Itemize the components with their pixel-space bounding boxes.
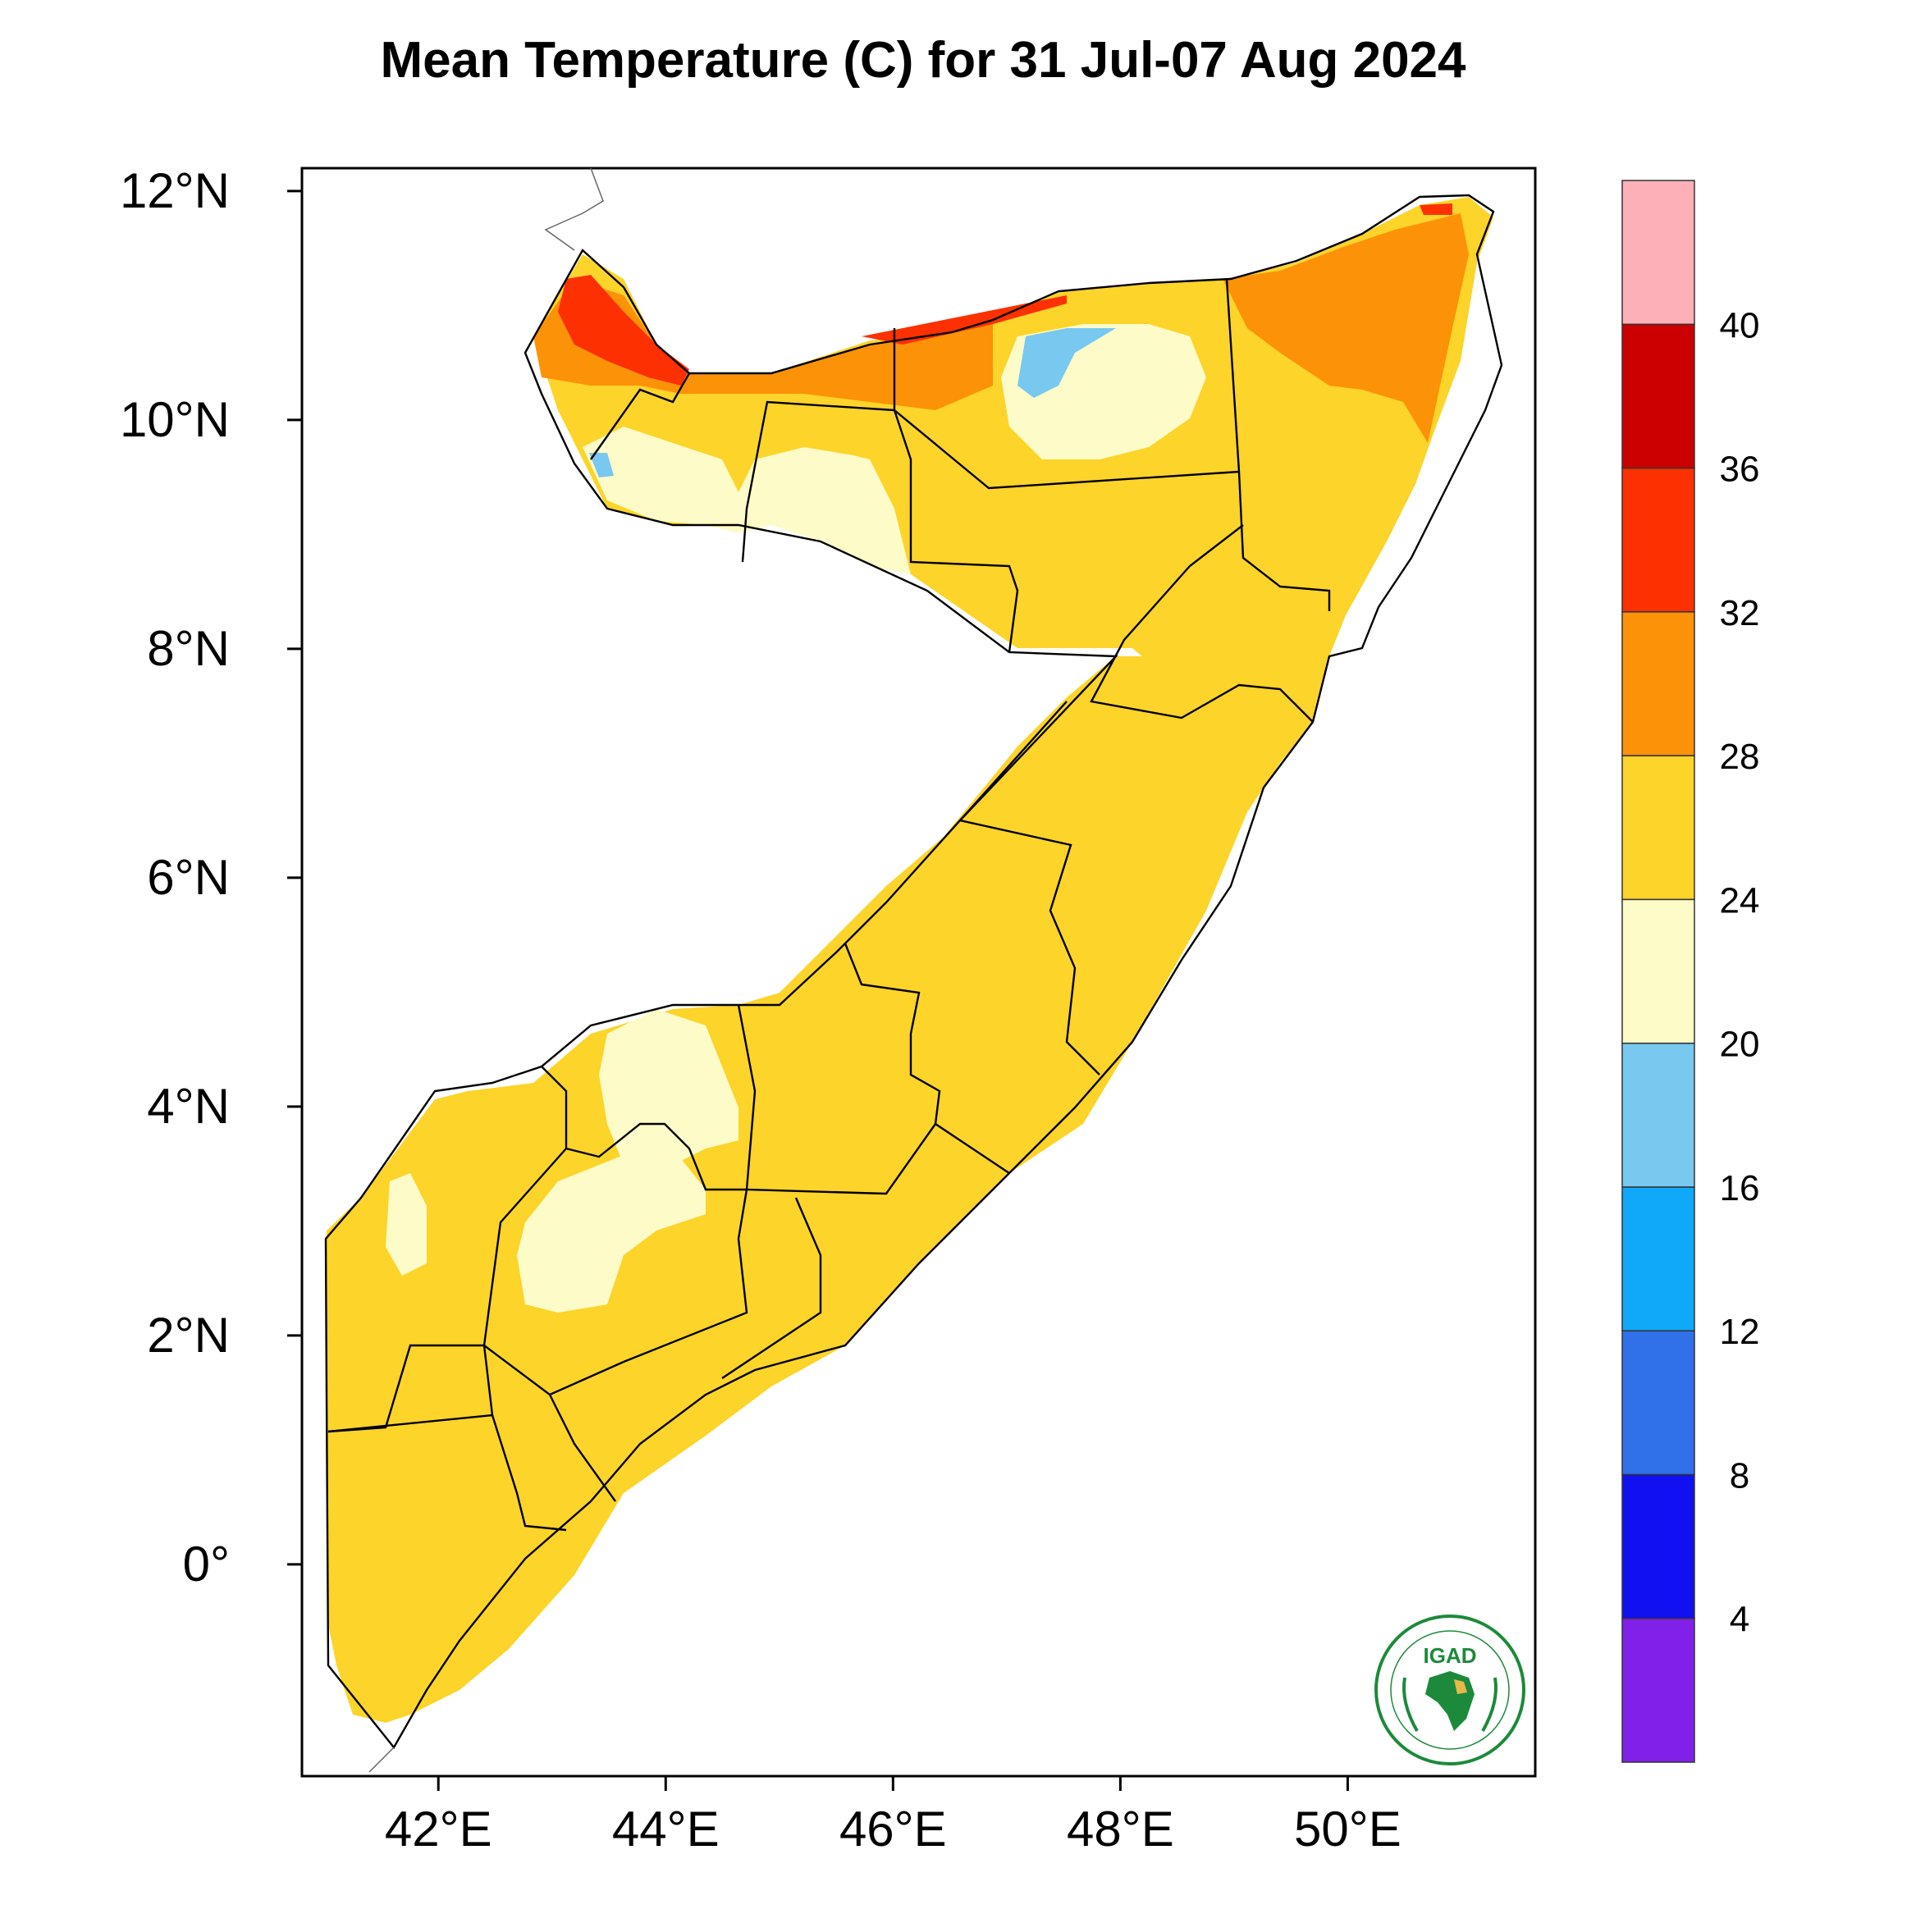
border-bakool xyxy=(541,1066,747,1191)
temp-zone-pale-south-1 xyxy=(599,1009,738,1165)
colorbar-label: 8 xyxy=(1730,1455,1749,1496)
temp-zone-red-northwest xyxy=(558,275,689,386)
lat-tick-label: 4°N xyxy=(147,1079,230,1134)
colorbar-label: 12 xyxy=(1720,1312,1760,1352)
temp-zone-blue-1 xyxy=(1017,328,1116,398)
temp-zone-red-coast xyxy=(862,295,1067,345)
colorbar-swatch xyxy=(1621,323,1695,469)
border-bari xyxy=(1225,278,1331,611)
colorbar-swatch xyxy=(1621,1330,1695,1476)
lon-tick-label: 48°E xyxy=(1067,1802,1174,1857)
igad-logo-text: IGAD xyxy=(1424,1643,1477,1668)
lon-tick-label: 42°E xyxy=(385,1802,492,1857)
colorbar-label: 36 xyxy=(1720,450,1760,490)
temp-zone-pale-south-3 xyxy=(386,1173,427,1276)
lon-tick-label: 46°E xyxy=(839,1802,947,1857)
laurel-right-icon xyxy=(1481,1677,1497,1732)
colorbar-label: 40 xyxy=(1720,305,1760,345)
colorbar-swatch xyxy=(1621,611,1695,756)
lat-tick-label: 6°N xyxy=(147,850,230,905)
temperature-field xyxy=(326,197,1493,1723)
colorbar-label: 28 xyxy=(1720,737,1760,777)
country-outline xyxy=(324,194,1503,1750)
lat-tick-label: 12°N xyxy=(120,163,230,218)
border-gedo xyxy=(327,1148,567,1433)
colorbar-swatch xyxy=(1621,755,1695,901)
border-sanaag xyxy=(894,409,1240,490)
border-middle-juba xyxy=(482,1345,616,1502)
temp-zone-south-base xyxy=(326,656,1329,1723)
colorbar-label: 4 xyxy=(1730,1600,1749,1640)
colorbar-swatch xyxy=(1621,180,1695,326)
temp-zone-blue-2 xyxy=(589,453,614,477)
border-galgaduud xyxy=(844,943,1010,1174)
border-nugaal xyxy=(1090,524,1314,723)
border-mudug xyxy=(958,701,1100,1076)
colorbar-label: 20 xyxy=(1720,1025,1760,1065)
map-title: Mean Temperature (C) for 31 Jul-07 Aug 2… xyxy=(380,32,1466,89)
colorbar-swatch xyxy=(1621,898,1695,1044)
colorbar-label: 24 xyxy=(1720,880,1760,920)
border-awdal xyxy=(590,372,691,460)
temp-zone-orange-northeast xyxy=(1223,213,1469,443)
colorbar-swatch xyxy=(1621,1617,1695,1763)
lat-tick-label: 10°N xyxy=(120,392,230,447)
neighbor-border xyxy=(368,167,604,1773)
temp-zone-red-northeast xyxy=(1420,203,1452,215)
border-lower-shabelle xyxy=(721,1197,822,1379)
lon-tick-label: 50°E xyxy=(1294,1802,1401,1857)
border-woqooyi xyxy=(741,400,895,563)
lat-tick-label: 8°N xyxy=(147,621,230,676)
lat-tick-label: 2°N xyxy=(147,1308,230,1363)
colorbar-swatch xyxy=(1621,1473,1695,1619)
colorbar-swatch xyxy=(1621,1042,1695,1188)
border-middle-shabelle xyxy=(623,1189,748,1363)
lat-tick-label: 0° xyxy=(183,1537,230,1592)
igad-logo: IGAD xyxy=(1374,1615,1525,1765)
colorbar-label: 32 xyxy=(1720,593,1760,633)
temp-zone-pale-south-2 xyxy=(517,1149,706,1313)
colorbar-label: 16 xyxy=(1720,1168,1760,1208)
axes: 42°E 44°E 46°E 48°E 50°E 12°N 10°N 8°N 6°N 4°N 2°N… xyxy=(120,163,1401,1857)
admin-boundaries xyxy=(324,194,1503,1750)
lon-tick-label: 44°E xyxy=(612,1802,720,1857)
temp-zone-pale-northwest xyxy=(583,427,911,574)
colorbar-swatch xyxy=(1621,467,1695,613)
colorbar: 4 8 12 16 20 24 28 32 36 40 xyxy=(1621,180,1760,1763)
laurel-left-icon xyxy=(1402,1677,1419,1732)
border-lower-juba xyxy=(327,1414,567,1532)
colorbar-swatch xyxy=(1621,1186,1695,1331)
